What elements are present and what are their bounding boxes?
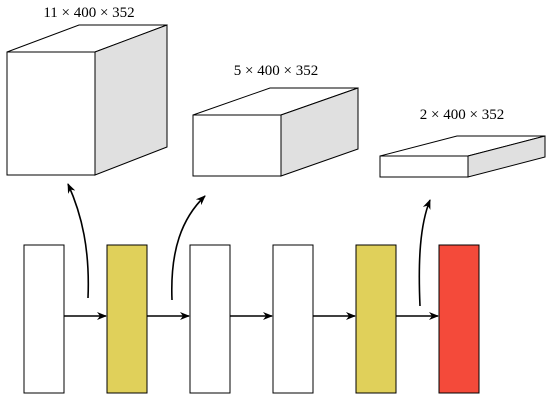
layer <box>189 244 231 394</box>
layer <box>106 244 148 394</box>
layer <box>355 244 397 394</box>
volume-1: 11 × 400 × 352 <box>6 5 168 176</box>
curved-arrow <box>67 183 90 299</box>
volume-label: 2 × 400 × 352 <box>420 107 504 123</box>
curved-arrow <box>418 199 431 307</box>
layer <box>23 244 65 394</box>
volume-3: 2 × 400 × 352 <box>379 107 546 178</box>
volume-label: 5 × 400 × 352 <box>234 63 318 79</box>
volume-2: 5 × 400 × 352 <box>192 63 359 177</box>
curved-arrow <box>170 195 206 301</box>
layer <box>438 244 480 394</box>
layer <box>272 244 314 394</box>
volume-label: 11 × 400 × 352 <box>43 5 134 21</box>
